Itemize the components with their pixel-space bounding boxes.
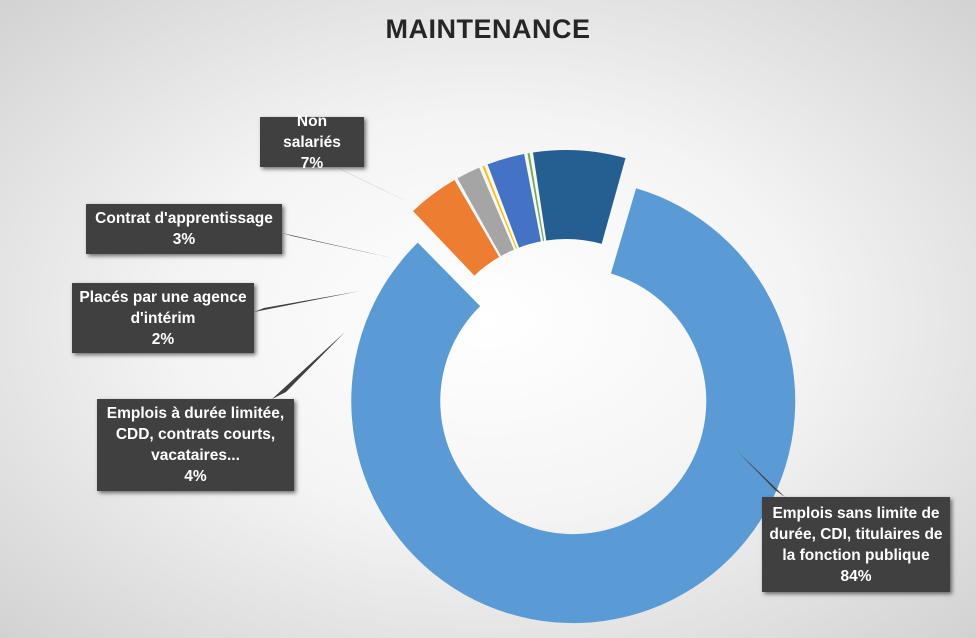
- leader-apprentissage: [282, 233, 392, 258]
- label-apprentissage-line-0: Contrat d'apprentissage: [95, 210, 273, 227]
- label-interim-line-1: d'intérim: [130, 309, 196, 327]
- leader-cdd: [272, 332, 345, 399]
- label-cdi-line-2: la fonction publique: [782, 546, 930, 564]
- slice-minor-yellow: [482, 165, 518, 249]
- slice-apprentissage: [487, 153, 541, 248]
- leader-line-group: [254, 167, 785, 497]
- slice-non-salaries: [532, 149, 626, 244]
- label-interim-line-0: Placés par une agence: [79, 288, 247, 306]
- label-cdd-pct: 4%: [184, 468, 207, 485]
- chart-title: MAINTENANCE: [385, 14, 591, 44]
- slice-cdi: [351, 188, 796, 624]
- label-interim-pct: 2%: [151, 330, 175, 348]
- label-cdd-line-1: CDD, contrats courts,: [115, 426, 276, 443]
- leader-non-salaries: [336, 167, 412, 204]
- leader-interim: [254, 291, 360, 312]
- label-interim: Placés par une agence d'intérim 2%: [72, 283, 254, 353]
- label-cdi-pct: 84%: [840, 567, 872, 585]
- slice-group: [351, 149, 796, 624]
- label-cdi-line-1: durée, CDI, titulaires de: [769, 525, 943, 543]
- label-non-salaries-line-0: Non salariés: [283, 112, 341, 151]
- leader-cdi: [738, 452, 785, 497]
- label-apprentissage-pct: 3%: [172, 231, 196, 248]
- label-non-salaries: Non salariés 7%: [260, 113, 364, 172]
- label-non-salaries-pct: 7%: [300, 154, 324, 172]
- label-cdd-line-2: vacataires...: [151, 447, 240, 464]
- label-apprentissage: Contrat d'apprentissage 3%: [86, 204, 282, 254]
- label-cdi: Emplois sans limite de durée, CDI, titul…: [762, 497, 950, 592]
- slice-interim: [457, 167, 514, 256]
- label-cdd: Emplois à durée limitée, CDD, contrats c…: [97, 399, 294, 491]
- slice-minor-green: [527, 153, 545, 242]
- label-cdi-line-0: Emplois sans limite de: [772, 504, 940, 522]
- label-cdd-line-0: Emplois à durée limitée,: [106, 405, 285, 422]
- slice-cdd: [413, 180, 500, 276]
